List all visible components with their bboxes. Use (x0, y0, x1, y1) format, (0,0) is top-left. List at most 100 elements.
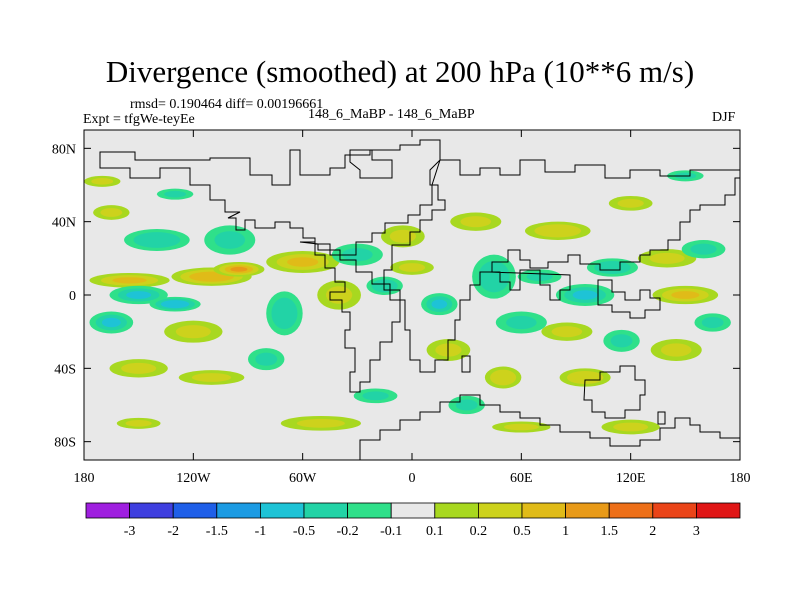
expt-label: Expt = tfgWe-teyEe (83, 112, 195, 127)
contour-band (617, 198, 644, 208)
contour-band (362, 391, 389, 401)
colorbar-label: 1 (562, 524, 569, 539)
contour-band (142, 235, 171, 245)
contour-band (455, 399, 478, 411)
contour-band (572, 290, 598, 300)
divergence-region (601, 419, 660, 435)
case-label: 148_6_MaBP - 148_6_MaBP (308, 107, 475, 122)
colorbar-swatch (521, 502, 566, 519)
coastline-new-zealand (657, 411, 666, 425)
divergence-region (559, 368, 611, 387)
colorbar-label: -3 (124, 524, 136, 539)
coastline-europe-africa (383, 159, 740, 373)
colorbar-label: 0.5 (513, 524, 531, 539)
divergence-region (524, 221, 591, 240)
colorbar-swatch (347, 502, 392, 519)
colorbar-swatch (172, 502, 218, 519)
divergence-region (448, 395, 485, 415)
divergence-region (109, 285, 168, 305)
coastline-se-asia (597, 279, 661, 319)
divergence-region (266, 251, 340, 273)
y-tick-label: 80N (52, 142, 76, 157)
contour-band (296, 418, 345, 428)
y-tick-label: 40S (54, 362, 76, 377)
colorbar-swatch (477, 502, 523, 519)
colorbar-label: -1 (255, 524, 267, 539)
contour-band (610, 334, 633, 348)
colorbar-label: 2 (649, 524, 656, 539)
contour-band (398, 263, 426, 272)
contour-band (325, 286, 353, 304)
divergence-region (472, 254, 516, 299)
colorbar-swatch (303, 502, 348, 519)
divergence-region (681, 240, 726, 259)
colorbar-label: 1.5 (600, 524, 618, 539)
colorbar-swatch (216, 502, 261, 519)
divergence-region (93, 205, 130, 220)
divergence-region (390, 260, 434, 275)
contour-band (175, 325, 211, 339)
divergence-region (124, 229, 190, 251)
x-tick-label: 180 (74, 471, 95, 486)
contour-band (506, 315, 537, 330)
contour-band (101, 317, 121, 328)
colorbar-label: -0.2 (337, 524, 359, 539)
contour-band (164, 190, 187, 198)
y-tick-label: 80S (54, 436, 76, 451)
divergence-region (421, 293, 458, 316)
x-tick-label: 120E (616, 471, 646, 486)
axis-ticks: 180 120W 60W 0 60E 120E 180 80N 40N 0 40S 80S (52, 130, 751, 486)
contour-fills (84, 170, 731, 435)
colorbar-swatch (652, 502, 697, 519)
coastline-north-america (99, 139, 441, 256)
stats-line: rmsd= 0.190464 diff= 0.00196661 (130, 97, 324, 112)
contour-band (551, 326, 583, 338)
contour-band (660, 343, 692, 357)
contour-band (191, 373, 232, 382)
divergence-region (492, 421, 551, 433)
colorbar-label: -0.5 (293, 524, 315, 539)
divergence-region (694, 313, 731, 332)
coastline-madagascar (461, 355, 471, 373)
contour-band (690, 243, 717, 255)
colorbar: -3 -2 -1.5 -1 -0.5 -0.2 -0.1 0.1 0.2 0.5 1 1.5 2 3 (85, 502, 741, 539)
divergence-region (178, 370, 245, 385)
divergence-region (381, 225, 425, 248)
x-tick-label: 180 (730, 471, 751, 486)
divergence-region (156, 188, 194, 200)
divergence-region (484, 366, 522, 389)
y-tick-label: 0 (69, 289, 76, 304)
colorbar-swatch (434, 502, 479, 519)
divergence-region (116, 417, 161, 429)
contour-band (91, 178, 114, 185)
x-tick-label: 60E (510, 471, 533, 486)
contour-band (255, 352, 278, 366)
contour-band (503, 423, 539, 431)
divergence-region (637, 249, 697, 268)
contour-band (126, 291, 152, 299)
contour-band (276, 303, 293, 323)
divergence-region (149, 296, 201, 312)
contour-band (613, 422, 649, 432)
contour-band (230, 266, 248, 272)
divergence-region (317, 280, 361, 310)
divergence-region (586, 258, 638, 277)
contour-band (484, 267, 504, 287)
coastline-arabia-india (489, 269, 571, 301)
divergence-region (603, 329, 640, 352)
colorbar-label: -0.1 (380, 524, 402, 539)
divergence-region (213, 262, 265, 277)
contour-band (100, 208, 123, 217)
colorbar-swatch (696, 502, 741, 519)
divergence-region (89, 273, 170, 288)
contour-band (214, 231, 246, 249)
contour-band (166, 301, 184, 307)
coastline-south-america (299, 241, 401, 393)
coastline-australia (583, 365, 646, 419)
contour-band (574, 373, 597, 382)
colorbar-swatch (129, 502, 174, 519)
divergence-region (495, 311, 547, 334)
contour-band (543, 226, 572, 235)
colorbar-label: 0.2 (470, 524, 488, 539)
coastlines (99, 139, 740, 460)
